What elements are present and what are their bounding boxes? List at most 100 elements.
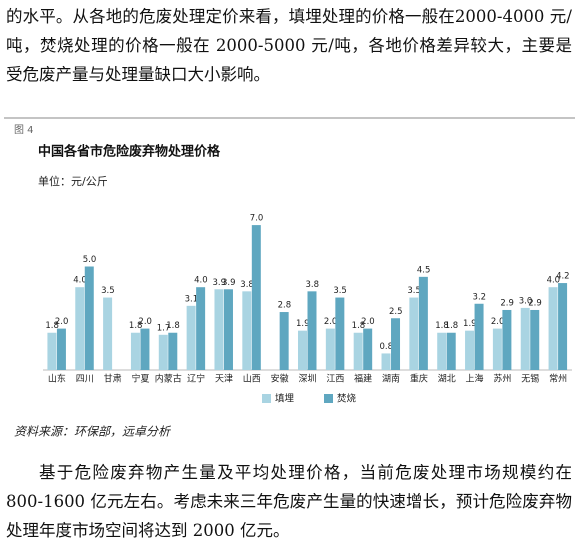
x-tick-label: 甘肃: [104, 373, 122, 385]
x-tick-label: 山东: [48, 373, 66, 385]
bar: [307, 291, 317, 370]
bar: [196, 287, 206, 370]
x-tick-label: 辽宁: [187, 373, 205, 385]
value-label: 1.7: [157, 323, 171, 333]
value-label: 4.5: [417, 265, 431, 275]
bar: [335, 297, 345, 370]
value-label: 4.0: [73, 276, 87, 286]
bar: [465, 330, 475, 370]
value-label: 3.9: [212, 278, 226, 288]
bar: [418, 276, 428, 370]
x-tick-label: 安徽: [271, 373, 289, 385]
value-label: 1.8: [435, 321, 449, 331]
value-label: 3.1: [185, 294, 199, 304]
value-label: 3.8: [305, 280, 319, 290]
value-label: 4.0: [547, 276, 561, 286]
bar: [279, 312, 289, 370]
value-label: 2.0: [491, 317, 505, 327]
legend-swatch: [324, 394, 333, 403]
x-tick-label: 江西: [326, 374, 344, 385]
bar: [558, 283, 568, 370]
x-tick-label: 福建: [354, 373, 372, 385]
x-tick-label: 宁夏: [131, 373, 149, 385]
legend-label: 填埋: [275, 393, 295, 405]
value-label: 3.5: [333, 286, 347, 296]
bar: [75, 287, 85, 370]
x-tick-label: 常州: [549, 373, 567, 385]
value-label: 3.0: [519, 296, 533, 306]
bar: [140, 328, 150, 370]
figure-label: 图 4: [14, 124, 34, 136]
x-tick-label: 深圳: [298, 374, 316, 385]
bar: [223, 289, 233, 370]
value-label: 3.5: [101, 286, 115, 296]
bar: [502, 309, 512, 370]
source: 资料来源：环保部，远卓分析: [14, 425, 172, 439]
bar: [251, 225, 261, 370]
bar: [103, 297, 113, 370]
x-tick-label: 四川: [76, 375, 94, 385]
bar: [391, 318, 401, 370]
value-label: 0.8: [380, 342, 394, 352]
value-label: 4.2: [556, 272, 570, 282]
x-tick-label: 山西: [243, 374, 261, 385]
bar: [168, 332, 178, 370]
bar: [353, 332, 363, 370]
value-label: 1.8: [129, 321, 143, 331]
bar: [492, 328, 502, 370]
value-label: 1.9: [463, 319, 477, 329]
value-label: 2.9: [500, 298, 514, 308]
bar: [56, 328, 66, 370]
bar: [298, 330, 307, 370]
value-label: 2.0: [324, 317, 338, 327]
value-label: 2.5: [389, 307, 403, 317]
bar: [409, 297, 419, 370]
value-label: 2.0: [55, 317, 69, 327]
bar: [130, 332, 140, 370]
bar: [530, 309, 540, 370]
bar: [47, 332, 57, 370]
legend-swatch: [262, 394, 271, 403]
bar: [363, 328, 373, 370]
value-label: 7.0: [250, 214, 264, 224]
bar: [186, 305, 196, 370]
value-label: 5.0: [83, 255, 97, 265]
bar: [242, 291, 252, 370]
value-label: 2.8: [278, 301, 292, 311]
value-label: 1.8: [166, 321, 180, 331]
x-tick-label: 天津: [215, 374, 233, 385]
value-label: 1.9: [296, 319, 310, 329]
chart-title: 中国各省市危险废弃物处理价格: [38, 144, 221, 160]
bar: [158, 334, 168, 370]
unit-label: 单位：元/公斤: [38, 174, 108, 188]
value-label: 3.2: [473, 292, 487, 302]
bar: [474, 303, 484, 370]
value-label: 1.8: [45, 321, 59, 331]
bar: [520, 307, 530, 370]
paragraph: 的水平。从各地的危废处理定价来看，填埋处理的价格一般在2000-4000 元/吨…: [6, 7, 572, 84]
value-label: 2.0: [361, 317, 375, 327]
value-label: 1.8: [445, 321, 459, 331]
bar: [548, 287, 558, 370]
x-tick-label: 无锡: [521, 374, 539, 385]
value-label: 3.5: [407, 286, 421, 296]
value-label: 3.9: [222, 278, 236, 288]
x-tick-label: 湖北: [438, 374, 456, 385]
x-tick-label: 重庆: [410, 373, 428, 385]
bar: [446, 332, 456, 370]
x-tick-label: 内蒙古: [155, 373, 182, 385]
bar: [381, 353, 391, 370]
x-tick-label: 上海: [466, 373, 484, 385]
figure: 图 4 中国各省市危险废弃物处理价格 单位：元/公斤 资料来源：环保部，远卓分析…: [4, 117, 575, 439]
value-label: 2.0: [138, 317, 152, 327]
value-label: 2.9: [528, 298, 542, 308]
bar: [214, 289, 224, 370]
legend-label: 焚烧: [337, 393, 357, 405]
value-label: 3.8: [240, 280, 254, 290]
bar: [84, 266, 94, 370]
value-label: 4.0: [194, 276, 208, 286]
x-tick-label: 湖南: [382, 373, 400, 385]
value-label: 1.8: [352, 321, 366, 331]
x-tick-label: 苏州: [493, 373, 511, 385]
